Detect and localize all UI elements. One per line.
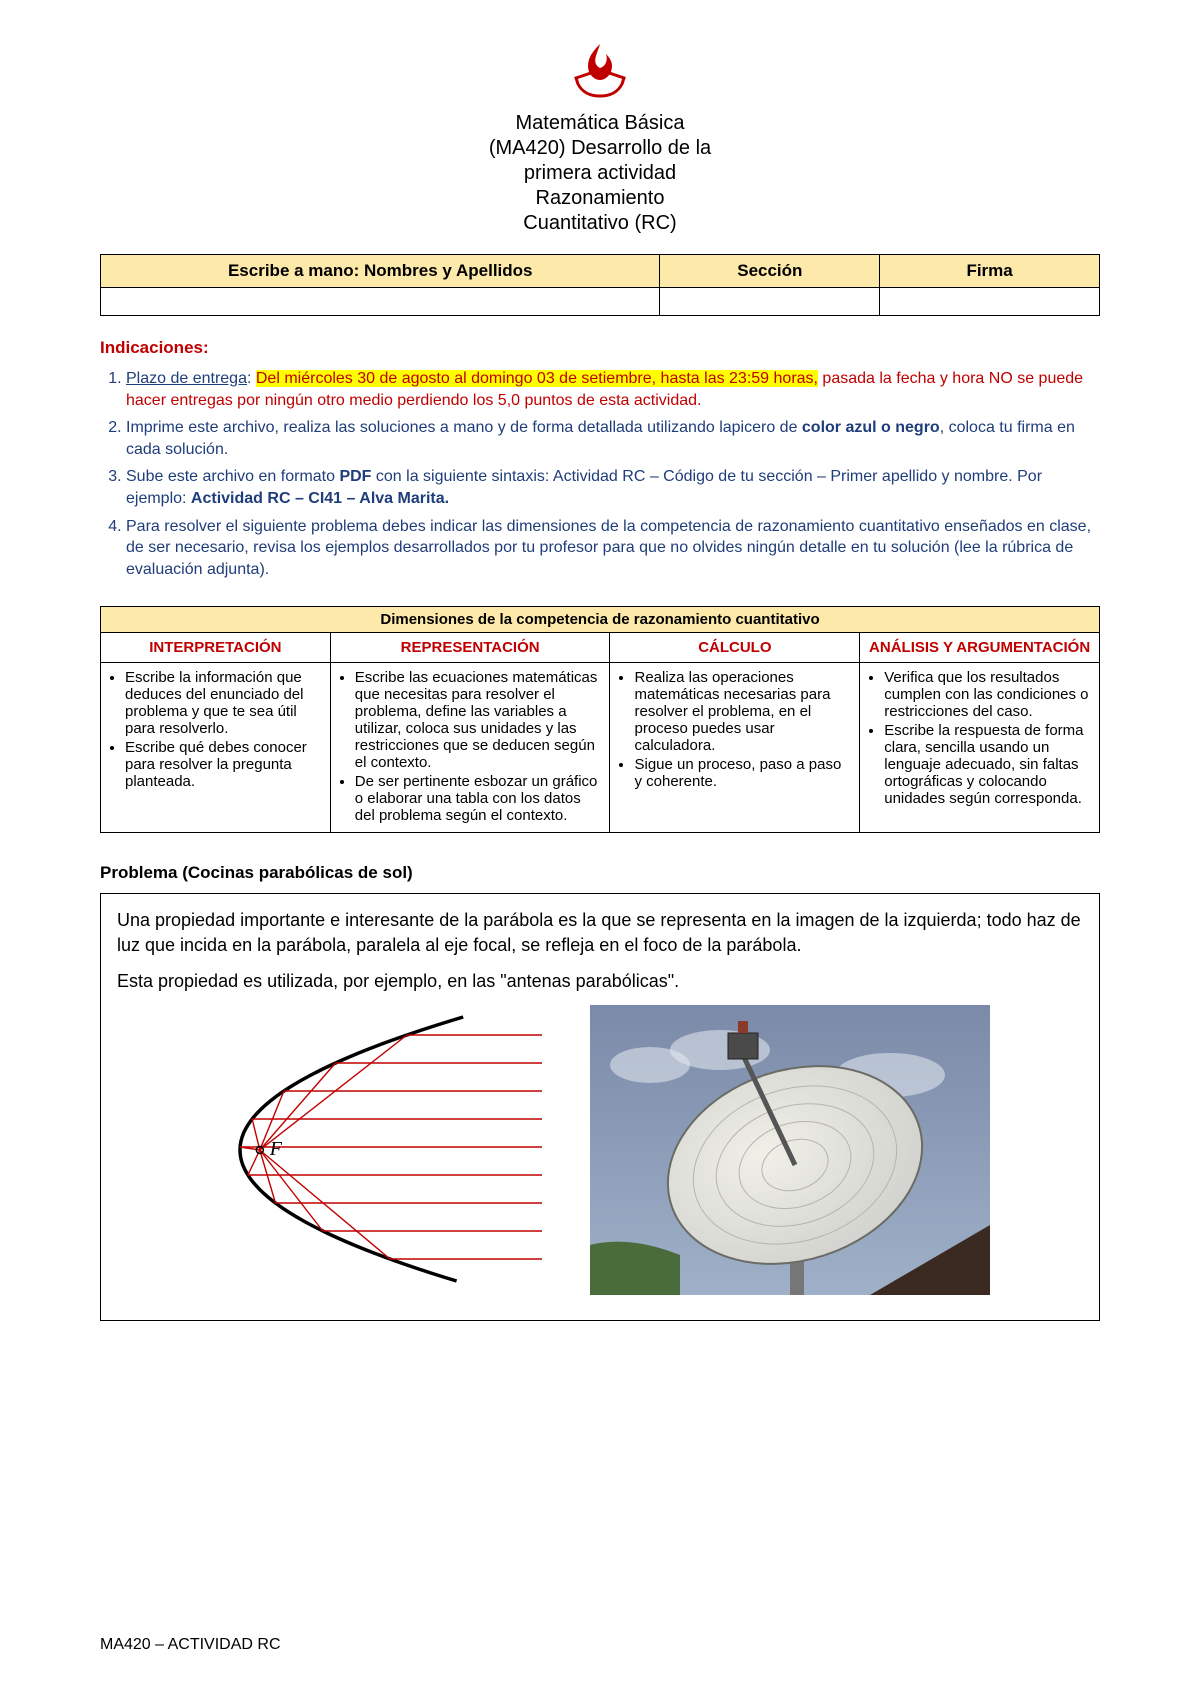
indic1-label: Plazo de entrega: [126, 370, 247, 387]
document-title: Matemática Básica (MA420) Desarrollo de …: [100, 111, 1100, 236]
problem-images: F: [117, 1005, 1083, 1301]
dim-h1: INTERPRETACIÓN: [101, 633, 331, 663]
title-line-5: Cuantitativo (RC): [100, 211, 1100, 236]
col-name: Escribe a mano: Nombres y Apellidos: [101, 255, 660, 288]
dim-c3: Realiza las operaciones matemáticas nece…: [610, 663, 860, 833]
title-line-3: primera actividad: [100, 161, 1100, 186]
problem-box: Una propiedad importante e interesante d…: [100, 893, 1100, 1320]
problem-p2: Esta propiedad es utilizada, por ejemplo…: [117, 969, 1083, 993]
flame-shield-icon: [568, 40, 632, 98]
svg-text:F: F: [269, 1138, 283, 1160]
col-section: Sección: [660, 255, 880, 288]
cell-name: [101, 288, 660, 316]
dim-title: Dimensiones de la competencia de razonam…: [101, 607, 1100, 633]
dim-h2: REPRESENTACIÓN: [330, 633, 610, 663]
antenna-photo: [590, 1005, 990, 1301]
page-footer: MA420 – ACTIVIDAD RC: [100, 1636, 281, 1654]
indic-item-1: Plazo de entrega: Del miércoles 30 de ag…: [126, 368, 1100, 411]
dim-h4: ANÁLISIS Y ARGUMENTACIÓN: [860, 633, 1100, 663]
title-line-2: (MA420) Desarrollo de la: [100, 136, 1100, 161]
title-line-1: Matemática Básica: [100, 111, 1100, 136]
indic-item-4: Para resolver el siguiente problema debe…: [126, 516, 1100, 581]
indic-item-2: Imprime este archivo, realiza las soluci…: [126, 417, 1100, 460]
indicaciones-list: Plazo de entrega: Del miércoles 30 de ag…: [100, 368, 1100, 580]
indic-item-3: Sube este archivo en formato PDF con la …: [126, 466, 1100, 509]
dim-h3: CÁLCULO: [610, 633, 860, 663]
name-table: Escribe a mano: Nombres y Apellidos Secc…: [100, 254, 1100, 316]
dim-c2: Escribe las ecuaciones matemáticas que n…: [330, 663, 610, 833]
indicaciones-heading: Indicaciones:: [100, 338, 1100, 358]
cell-signature: [880, 288, 1100, 316]
parabola-diagram: F: [210, 1005, 550, 1301]
problem-title: Problema (Cocinas parabólicas de sol): [100, 863, 1100, 883]
dim-c4: Verifica que los resultados cumplen con …: [860, 663, 1100, 833]
dim-c1: Escribe la información que deduces del e…: [101, 663, 331, 833]
indic1-highlight: Del miércoles 30 de agosto al domingo 03…: [256, 370, 818, 387]
logo: [100, 40, 1100, 103]
problem-p1: Una propiedad importante e interesante d…: [117, 908, 1083, 957]
dimensions-table: Dimensiones de la competencia de razonam…: [100, 606, 1100, 833]
title-line-4: Razonamiento: [100, 186, 1100, 211]
cell-section: [660, 288, 880, 316]
col-signature: Firma: [880, 255, 1100, 288]
